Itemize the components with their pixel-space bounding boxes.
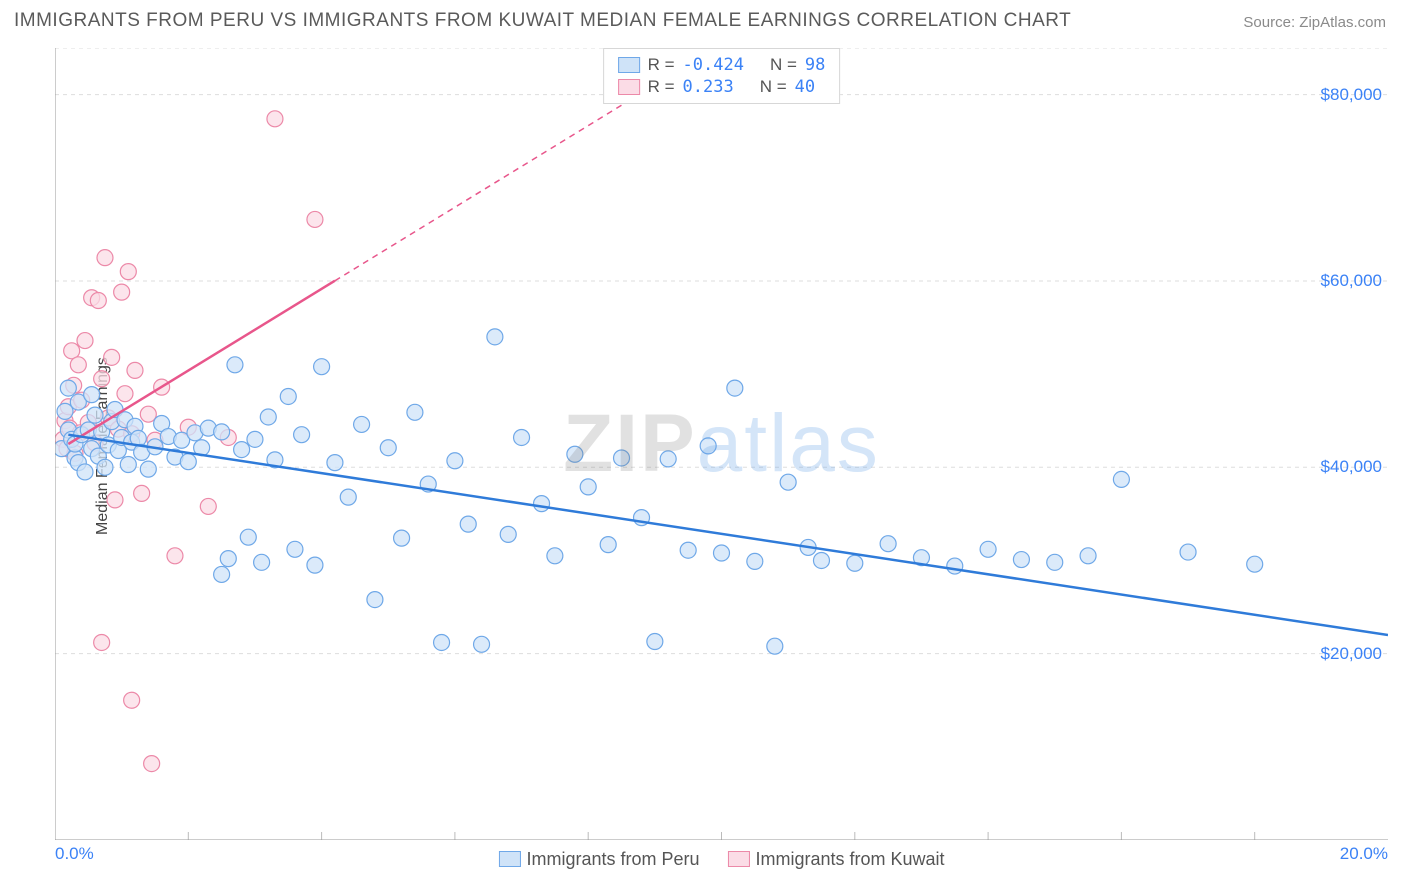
- chart-title: IMMIGRANTS FROM PERU VS IMMIGRANTS FROM …: [14, 10, 1071, 32]
- legend-r-value-peru: -0.424: [683, 54, 744, 76]
- source-attribution: Source: ZipAtlas.com: [1243, 14, 1386, 31]
- y-tick-label: $80,000: [1321, 85, 1382, 105]
- chart-svg: [55, 48, 1388, 840]
- legend-stats-box: R = -0.424 N = 98 R = 0.233 N = 40: [603, 48, 841, 104]
- y-tick-label: $40,000: [1321, 457, 1382, 477]
- x-tick-right: 20.0%: [1340, 844, 1388, 864]
- legend-n-label: N =: [770, 54, 797, 76]
- legend-n-label-b: N =: [760, 76, 787, 98]
- y-tick-label: $60,000: [1321, 271, 1382, 291]
- chart-plot-area: ZIPatlas R = -0.424 N = 98 R = 0.233 N =…: [55, 48, 1388, 840]
- x-tick-left: 0.0%: [55, 844, 94, 864]
- legend-n-value-peru: 98: [805, 54, 825, 76]
- legend-swatch-kuwait: [618, 79, 640, 95]
- legend-swatch-peru-bottom: [498, 851, 520, 867]
- source-label: Source:: [1243, 14, 1299, 31]
- legend-r-value-kuwait: 0.233: [683, 76, 734, 98]
- legend-item-kuwait: Immigrants from Kuwait: [728, 849, 945, 870]
- legend-label-kuwait: Immigrants from Kuwait: [756, 849, 945, 869]
- y-tick-label: $20,000: [1321, 644, 1382, 664]
- legend-bottom: Immigrants from Peru Immigrants from Kuw…: [498, 849, 944, 870]
- legend-swatch-kuwait-bottom: [728, 851, 750, 867]
- source-name: ZipAtlas.com: [1299, 14, 1386, 31]
- legend-item-peru: Immigrants from Peru: [498, 849, 699, 870]
- legend-swatch-peru: [618, 57, 640, 73]
- legend-n-value-kuwait: 40: [795, 76, 815, 98]
- legend-r-label: R =: [648, 54, 675, 76]
- legend-stats-row-b: R = 0.233 N = 40: [618, 76, 826, 98]
- legend-r-label-b: R =: [648, 76, 675, 98]
- legend-label-peru: Immigrants from Peru: [526, 849, 699, 869]
- legend-stats-row-a: R = -0.424 N = 98: [618, 54, 826, 76]
